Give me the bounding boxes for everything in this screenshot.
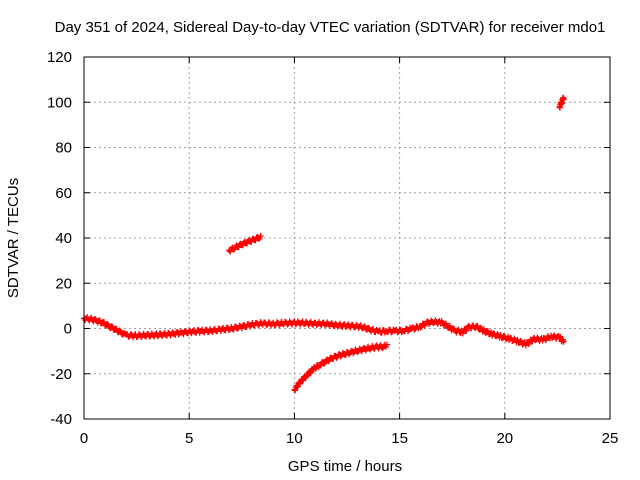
data-point bbox=[529, 338, 536, 345]
data-point bbox=[101, 319, 107, 325]
plot-frame bbox=[83, 56, 611, 420]
x-tick-label: 15 bbox=[391, 430, 408, 447]
data-series bbox=[226, 233, 264, 255]
data-point bbox=[307, 370, 314, 377]
data-point bbox=[517, 337, 524, 344]
y-tick-label: 0 bbox=[64, 321, 72, 338]
chart-title: Day 351 of 2024, Sidereal Day-to-day VTE… bbox=[55, 19, 606, 36]
data-point bbox=[325, 358, 332, 365]
y-tick-label: -40 bbox=[50, 411, 72, 428]
x-tick-label: 10 bbox=[286, 430, 303, 447]
data-point bbox=[463, 327, 470, 334]
x-tick-label: 5 bbox=[185, 430, 193, 447]
data-point bbox=[337, 353, 344, 360]
data-point bbox=[560, 338, 567, 345]
y-axis-label: SDTVAR / TECUs bbox=[5, 178, 22, 298]
data-point bbox=[411, 326, 418, 333]
data-point bbox=[239, 242, 246, 249]
y-tick-label: 120 bbox=[47, 49, 72, 66]
data-points bbox=[81, 94, 567, 394]
x-axis-label: GPS time / hours bbox=[288, 458, 402, 475]
data-point bbox=[560, 95, 567, 102]
grid bbox=[84, 57, 610, 419]
data-point bbox=[474, 322, 481, 329]
y-tick-label: 80 bbox=[55, 140, 72, 157]
data-point bbox=[292, 387, 299, 394]
data-point bbox=[96, 317, 103, 324]
data-point bbox=[494, 331, 501, 338]
y-tick-label: 40 bbox=[55, 230, 72, 247]
data-point bbox=[477, 324, 484, 331]
y-tick-label: -20 bbox=[50, 366, 72, 383]
data-point bbox=[417, 324, 424, 331]
data-series bbox=[81, 314, 567, 349]
y-tick-label: 100 bbox=[47, 94, 72, 111]
data-point bbox=[497, 332, 504, 338]
y-tick-label: 20 bbox=[55, 275, 72, 292]
y-tick-label: 60 bbox=[55, 185, 72, 202]
axis-ticks: 0 5 10 15 20 25 -40 -20 0 20 40 60 80 100 120 bbox=[47, 49, 618, 447]
data-point bbox=[225, 327, 232, 334]
x-tick-label: 0 bbox=[80, 430, 88, 447]
x-tick-label: 25 bbox=[602, 430, 619, 447]
data-point bbox=[341, 352, 348, 359]
data-point bbox=[113, 325, 120, 332]
data-point bbox=[308, 369, 314, 376]
data-point bbox=[257, 233, 264, 239]
data-point bbox=[405, 328, 411, 335]
data-point bbox=[252, 237, 259, 244]
data-point bbox=[500, 333, 507, 339]
data-point bbox=[384, 341, 390, 348]
data-series bbox=[556, 94, 567, 111]
data-point bbox=[320, 360, 327, 367]
data-series bbox=[291, 341, 390, 394]
data-point bbox=[235, 244, 242, 251]
data-point bbox=[354, 349, 361, 356]
data-point bbox=[317, 362, 324, 369]
x-tick-label: 20 bbox=[496, 430, 513, 447]
